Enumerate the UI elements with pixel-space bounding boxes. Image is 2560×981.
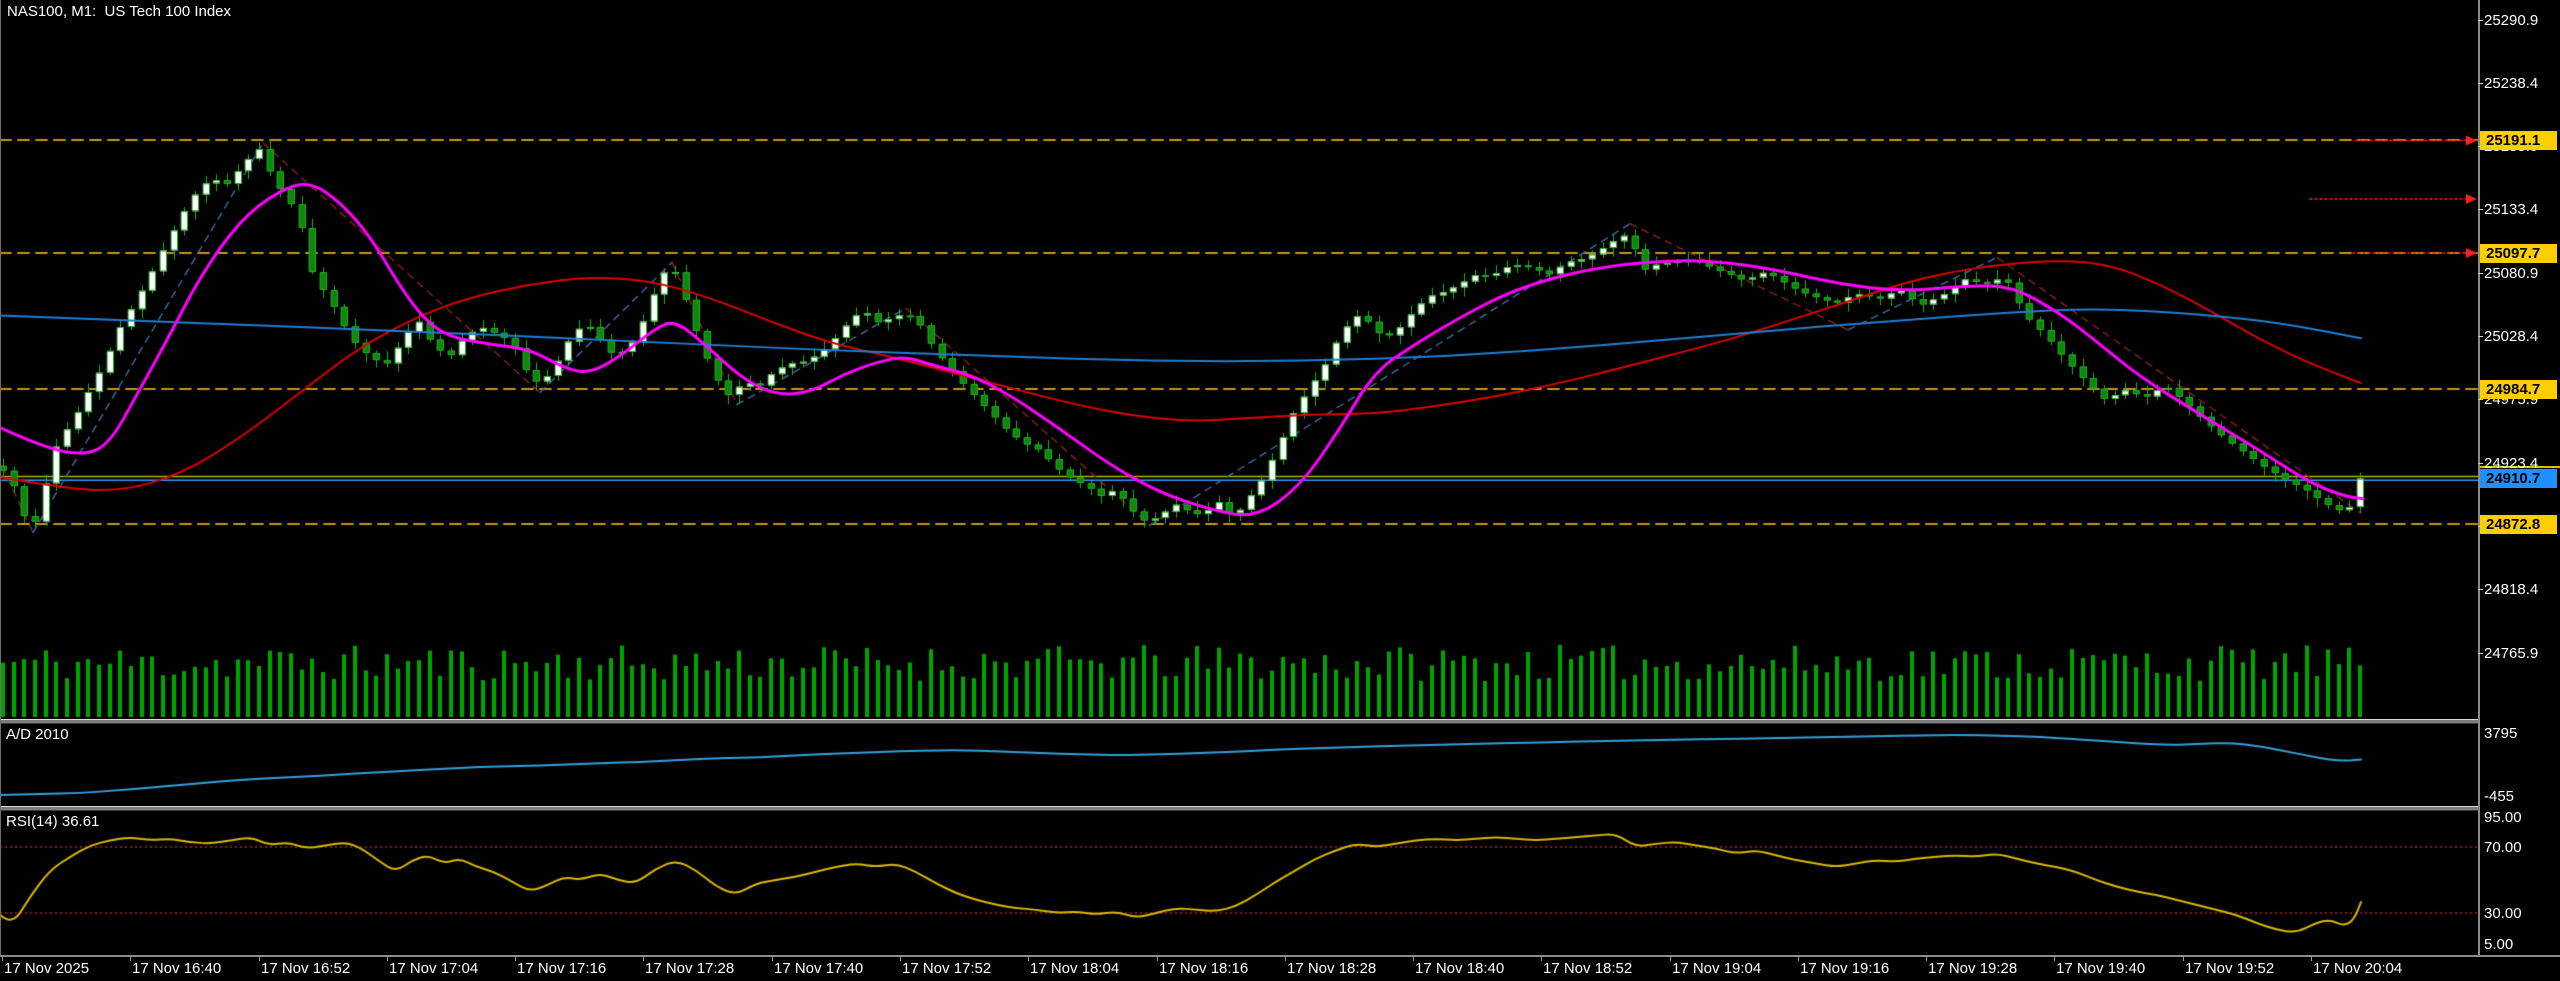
time-axis-label: 17 Nov 16:40 — [132, 960, 222, 977]
indicator-scale-label: 70.00 — [2484, 838, 2522, 856]
time-axis-line — [0, 955, 2560, 957]
time-axis-label: 17 Nov 19:40 — [2056, 960, 2146, 977]
time-axis-tick — [1926, 955, 1927, 961]
time-axis-tick — [1413, 955, 1414, 961]
time-axis-label: 17 Nov 2025 — [4, 960, 90, 977]
price-scale-tick — [2478, 82, 2483, 84]
price-scale-tick — [2478, 462, 2483, 464]
price-scale-border — [2478, 0, 2480, 955]
time-axis-label: 17 Nov 20:04 — [2313, 960, 2403, 977]
price-scale-label: 25290.9 — [2484, 11, 2539, 29]
time-axis-label: 17 Nov 17:52 — [902, 960, 992, 977]
time-axis-label: 17 Nov 17:28 — [645, 960, 735, 977]
price-scale-label: 25238.4 — [2484, 74, 2539, 92]
price-scale-label: 25080.9 — [2484, 264, 2539, 282]
time-axis-tick — [1798, 955, 1799, 961]
time-axis-tick — [1157, 955, 1158, 961]
rsi-indicator-panel[interactable] — [0, 811, 2478, 955]
level-price-badge: 24872.8 — [2480, 514, 2557, 534]
indicator-scale-label: 5.00 — [2484, 935, 2514, 953]
time-axis-label: 17 Nov 17:04 — [389, 960, 479, 977]
time-axis-tick — [130, 955, 131, 961]
time-axis-tick — [2, 955, 3, 961]
time-axis-tick — [2311, 955, 2312, 961]
ask-price-scale-marker — [2480, 465, 2560, 468]
time-axis-label: 17 Nov 19:28 — [1928, 960, 2018, 977]
panel-separator-ad-rsi[interactable] — [0, 806, 2478, 811]
price-scale-tick — [2478, 19, 2483, 21]
time-axis-label: 17 Nov 18:28 — [1287, 960, 1377, 977]
time-axis-tick — [1541, 955, 1542, 961]
time-axis-tick — [1670, 955, 1671, 961]
chart-left-border — [0, 0, 1, 955]
time-axis-tick — [643, 955, 644, 961]
price-scale-tick — [2478, 336, 2483, 338]
price-scale-label: 25133.4 — [2484, 201, 2539, 219]
time-axis-tick — [2183, 955, 2184, 961]
rsi-indicator-label: RSI(14) 36.61 — [6, 813, 100, 830]
time-axis-label: 17 Nov 18:52 — [1543, 960, 1633, 977]
level-price-badge: 24984.7 — [2480, 379, 2557, 399]
price-scale-tick — [2478, 399, 2483, 401]
time-axis-label: 17 Nov 19:52 — [2185, 960, 2275, 977]
time-axis-label: 17 Nov 18:40 — [1415, 960, 1505, 977]
price-scale-tick — [2478, 589, 2483, 591]
time-axis-label: 17 Nov 19:04 — [1672, 960, 1762, 977]
indicator-scale-label: 3795 — [2484, 724, 2518, 742]
chart-title: NAS100, M1: US Tech 100 Index — [7, 3, 232, 20]
time-axis-tick — [387, 955, 388, 961]
price-scale-tick — [2478, 652, 2483, 654]
price-scale-label: 24818.4 — [2484, 581, 2539, 599]
price-scale-tick — [2478, 272, 2483, 274]
ad-indicator-panel[interactable] — [0, 724, 2478, 806]
time-axis-label: 17 Nov 17:16 — [517, 960, 607, 977]
time-axis-tick — [772, 955, 773, 961]
level-price-badge: 25097.7 — [2480, 243, 2557, 263]
main-price-chart[interactable] — [0, 0, 2478, 719]
time-axis-label: 17 Nov 16:52 — [261, 960, 351, 977]
time-axis-tick — [1028, 955, 1029, 961]
time-axis-tick — [1285, 955, 1286, 961]
panel-separator-main-ad[interactable] — [0, 719, 2478, 724]
indicator-scale-label: 30.00 — [2484, 904, 2522, 922]
time-axis-label: 17 Nov 18:04 — [1030, 960, 1120, 977]
time-axis-label: 17 Nov 18:16 — [1159, 960, 1249, 977]
price-scale-label: 25028.4 — [2484, 328, 2539, 346]
price-scale-label: 24765.9 — [2484, 644, 2539, 662]
current-price-badge: 24910.7 — [2480, 469, 2557, 489]
indicator-scale-label: -455 — [2484, 787, 2515, 805]
price-scale-tick — [2478, 209, 2483, 211]
time-axis-tick — [2054, 955, 2055, 961]
ad-indicator-label: A/D 2010 — [6, 726, 69, 743]
indicator-scale-label: 95.00 — [2484, 808, 2522, 826]
time-axis-label: 17 Nov 17:40 — [774, 960, 864, 977]
price-scale-label: 24923.4 — [2484, 454, 2539, 472]
level-price-badge: 25191.1 — [2480, 130, 2557, 150]
time-axis-tick — [259, 955, 260, 961]
time-axis-label: 17 Nov 19:16 — [1800, 960, 1890, 977]
time-axis-tick — [515, 955, 516, 961]
time-axis-tick — [900, 955, 901, 961]
